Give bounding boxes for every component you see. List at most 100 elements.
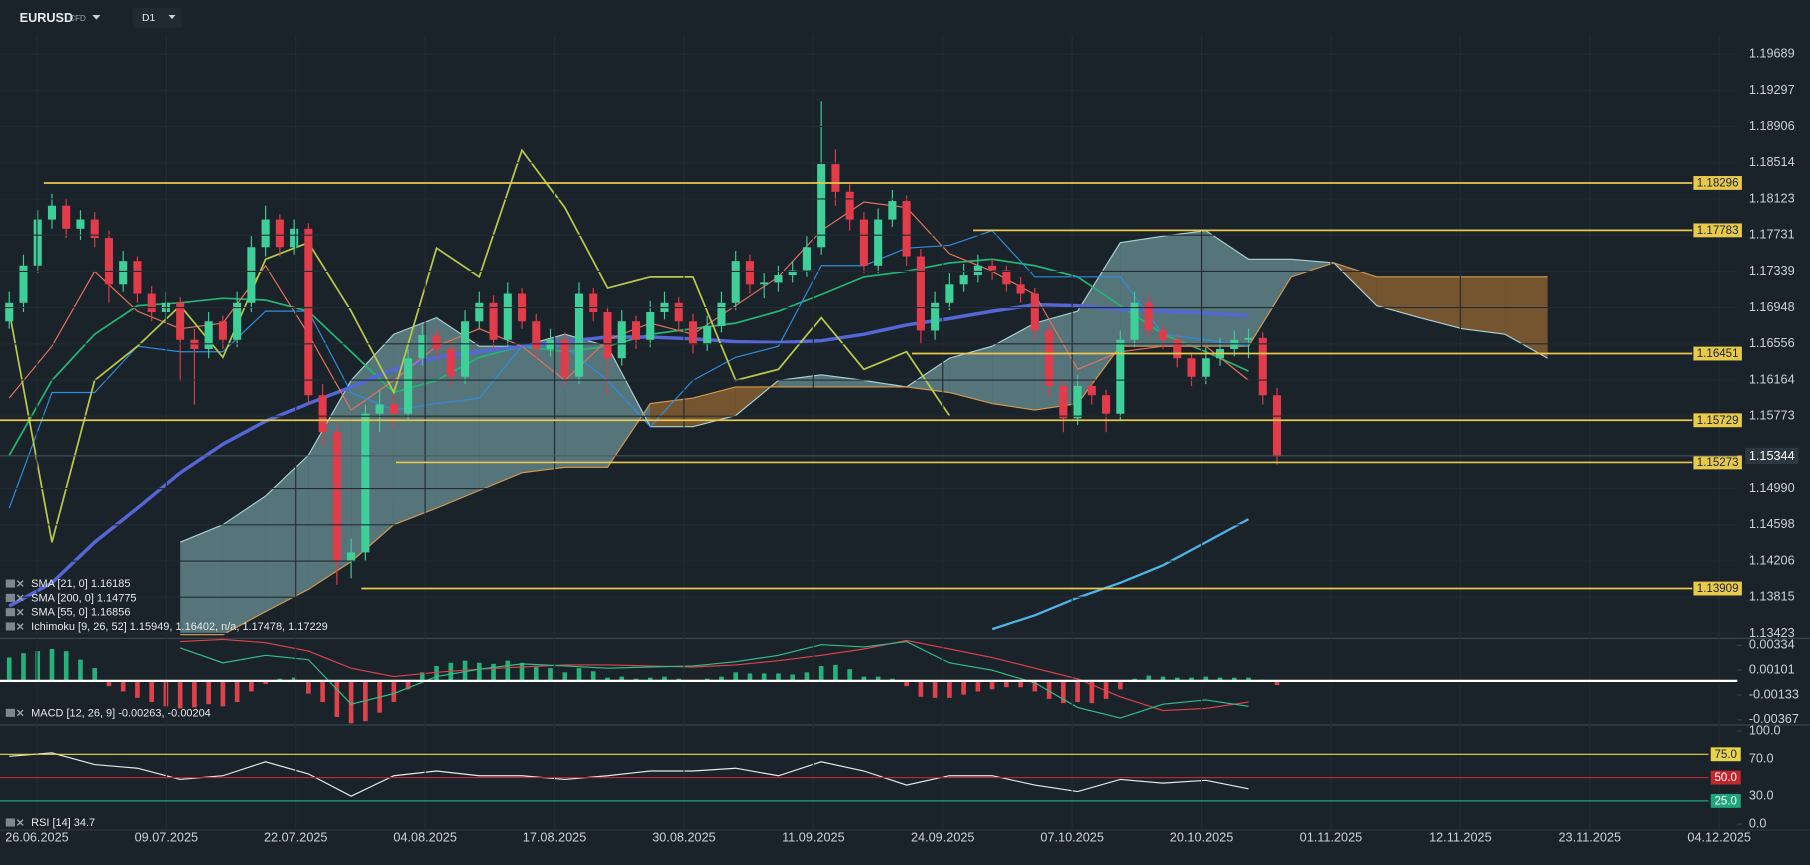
level-tag [1693,223,1742,238]
symbol[interactable]: EURUSD [20,11,74,25]
cloud-segment [564,334,608,468]
histogram-bar [818,665,824,681]
histogram-bar [804,672,810,681]
x-tick-label: 12.11.2025 [1429,830,1492,844]
histogram-bar [306,680,311,694]
y-tick-label: 1.18123 [1749,191,1795,205]
x-tick-label: 22.07.2025 [264,830,328,844]
histogram-bar [49,648,55,681]
legend-icon [5,593,16,602]
cloud-segment [1162,230,1206,347]
candle-body [973,265,982,276]
histogram-bar [1075,680,1080,703]
market: CFD [69,14,86,23]
candle-body [1159,330,1168,340]
y-tick-label: 1.19297 [1749,83,1795,97]
candle-body [304,228,313,396]
histogram-bar [249,680,254,692]
candle-body [1002,270,1011,285]
candle-body [603,312,612,359]
candle-body [389,404,398,414]
histogram-bar [476,662,482,681]
legend-close-icon [16,608,24,616]
level-tag [1693,346,1742,361]
level-label: 1.18296 [1697,178,1739,190]
level-label: 1.17783 [1697,225,1739,237]
cloud-segment [1248,259,1292,347]
candle-body [888,201,897,220]
candle-body [1201,358,1210,377]
histogram-bar [35,651,41,681]
histogram-bar [78,659,83,681]
candle-body [859,219,868,266]
histogram-bar [420,672,425,681]
legend-icon [5,579,16,588]
legend-label: SMA [200, 0] 1.14775 [31,592,136,604]
histogram-bar [348,680,354,724]
y-tick-label: 0.00101 [1749,662,1795,676]
legend-label: MACD [12, 26, 9] -0.00263, -0.00204 [31,707,211,719]
histogram-bar [605,677,610,681]
legend-icon [5,818,16,827]
candle-body [760,282,769,285]
cloud-segment [436,317,480,509]
indicator-line [8,258,1249,456]
x-tick-label: 11.09.2025 [782,830,845,844]
candle-body [47,205,57,220]
histogram-bar [1103,680,1109,699]
candle-body [90,219,99,239]
timeframe[interactable]: D1 [142,13,155,24]
x-tick-label: 04.08.2025 [393,830,457,844]
candle-body [1173,339,1182,359]
x-tick-label: 30.08.2025 [652,830,716,844]
candle-body [574,293,584,377]
level-tag [1693,176,1742,190]
histogram-bar [291,677,297,681]
legend-close-icon [16,580,24,587]
panel-1 [6,638,1280,724]
histogram-bar [1217,677,1223,681]
timeframe-dropdown[interactable] [168,15,176,20]
histogram-bar [1246,677,1251,681]
cloud-segment [1462,276,1505,335]
histogram-bar [932,680,938,698]
legend-close-icon [16,819,24,826]
histogram-bar [135,680,140,698]
histogram-bar [590,671,596,681]
candle-body [1059,385,1068,419]
histogram-bar [790,674,795,681]
candle-body [560,339,569,377]
histogram-bar [1231,677,1237,681]
candle-body [817,164,826,248]
x-tick-label: 17.08.2025 [523,830,587,844]
histogram-bar [647,677,653,681]
candle-body [845,191,854,220]
rsi-level-tag [1710,747,1741,762]
symbol-dropdown[interactable] [92,15,101,20]
candle-body [631,321,641,340]
candle-body [916,256,925,331]
histogram-bar [975,680,981,692]
histogram-bar [1032,680,1038,692]
candle-body [418,335,427,359]
candle-body [1130,302,1139,340]
candle-body [1087,385,1096,396]
candle-body [76,219,85,229]
rsi-level-label: 50.0 [1715,772,1737,784]
histogram-bar [918,680,924,697]
candle-body [1102,395,1111,414]
histogram-bar [1089,680,1095,704]
histogram-bar [63,651,69,681]
histogram-bar [1046,680,1052,699]
candle-body [233,302,242,340]
histogram-bar [904,680,909,687]
candle-body [290,228,299,248]
candle-body [802,247,811,271]
y-tick-label: -0.00133 [1749,687,1799,701]
indicator-line [8,201,1249,411]
candle-body [275,219,284,248]
legend-label: SMA [21, 0] 1.16185 [31,578,130,590]
timeframe-box[interactable] [132,8,182,28]
candle-body [204,321,213,349]
y-tick-label: 1.16556 [1749,336,1795,350]
